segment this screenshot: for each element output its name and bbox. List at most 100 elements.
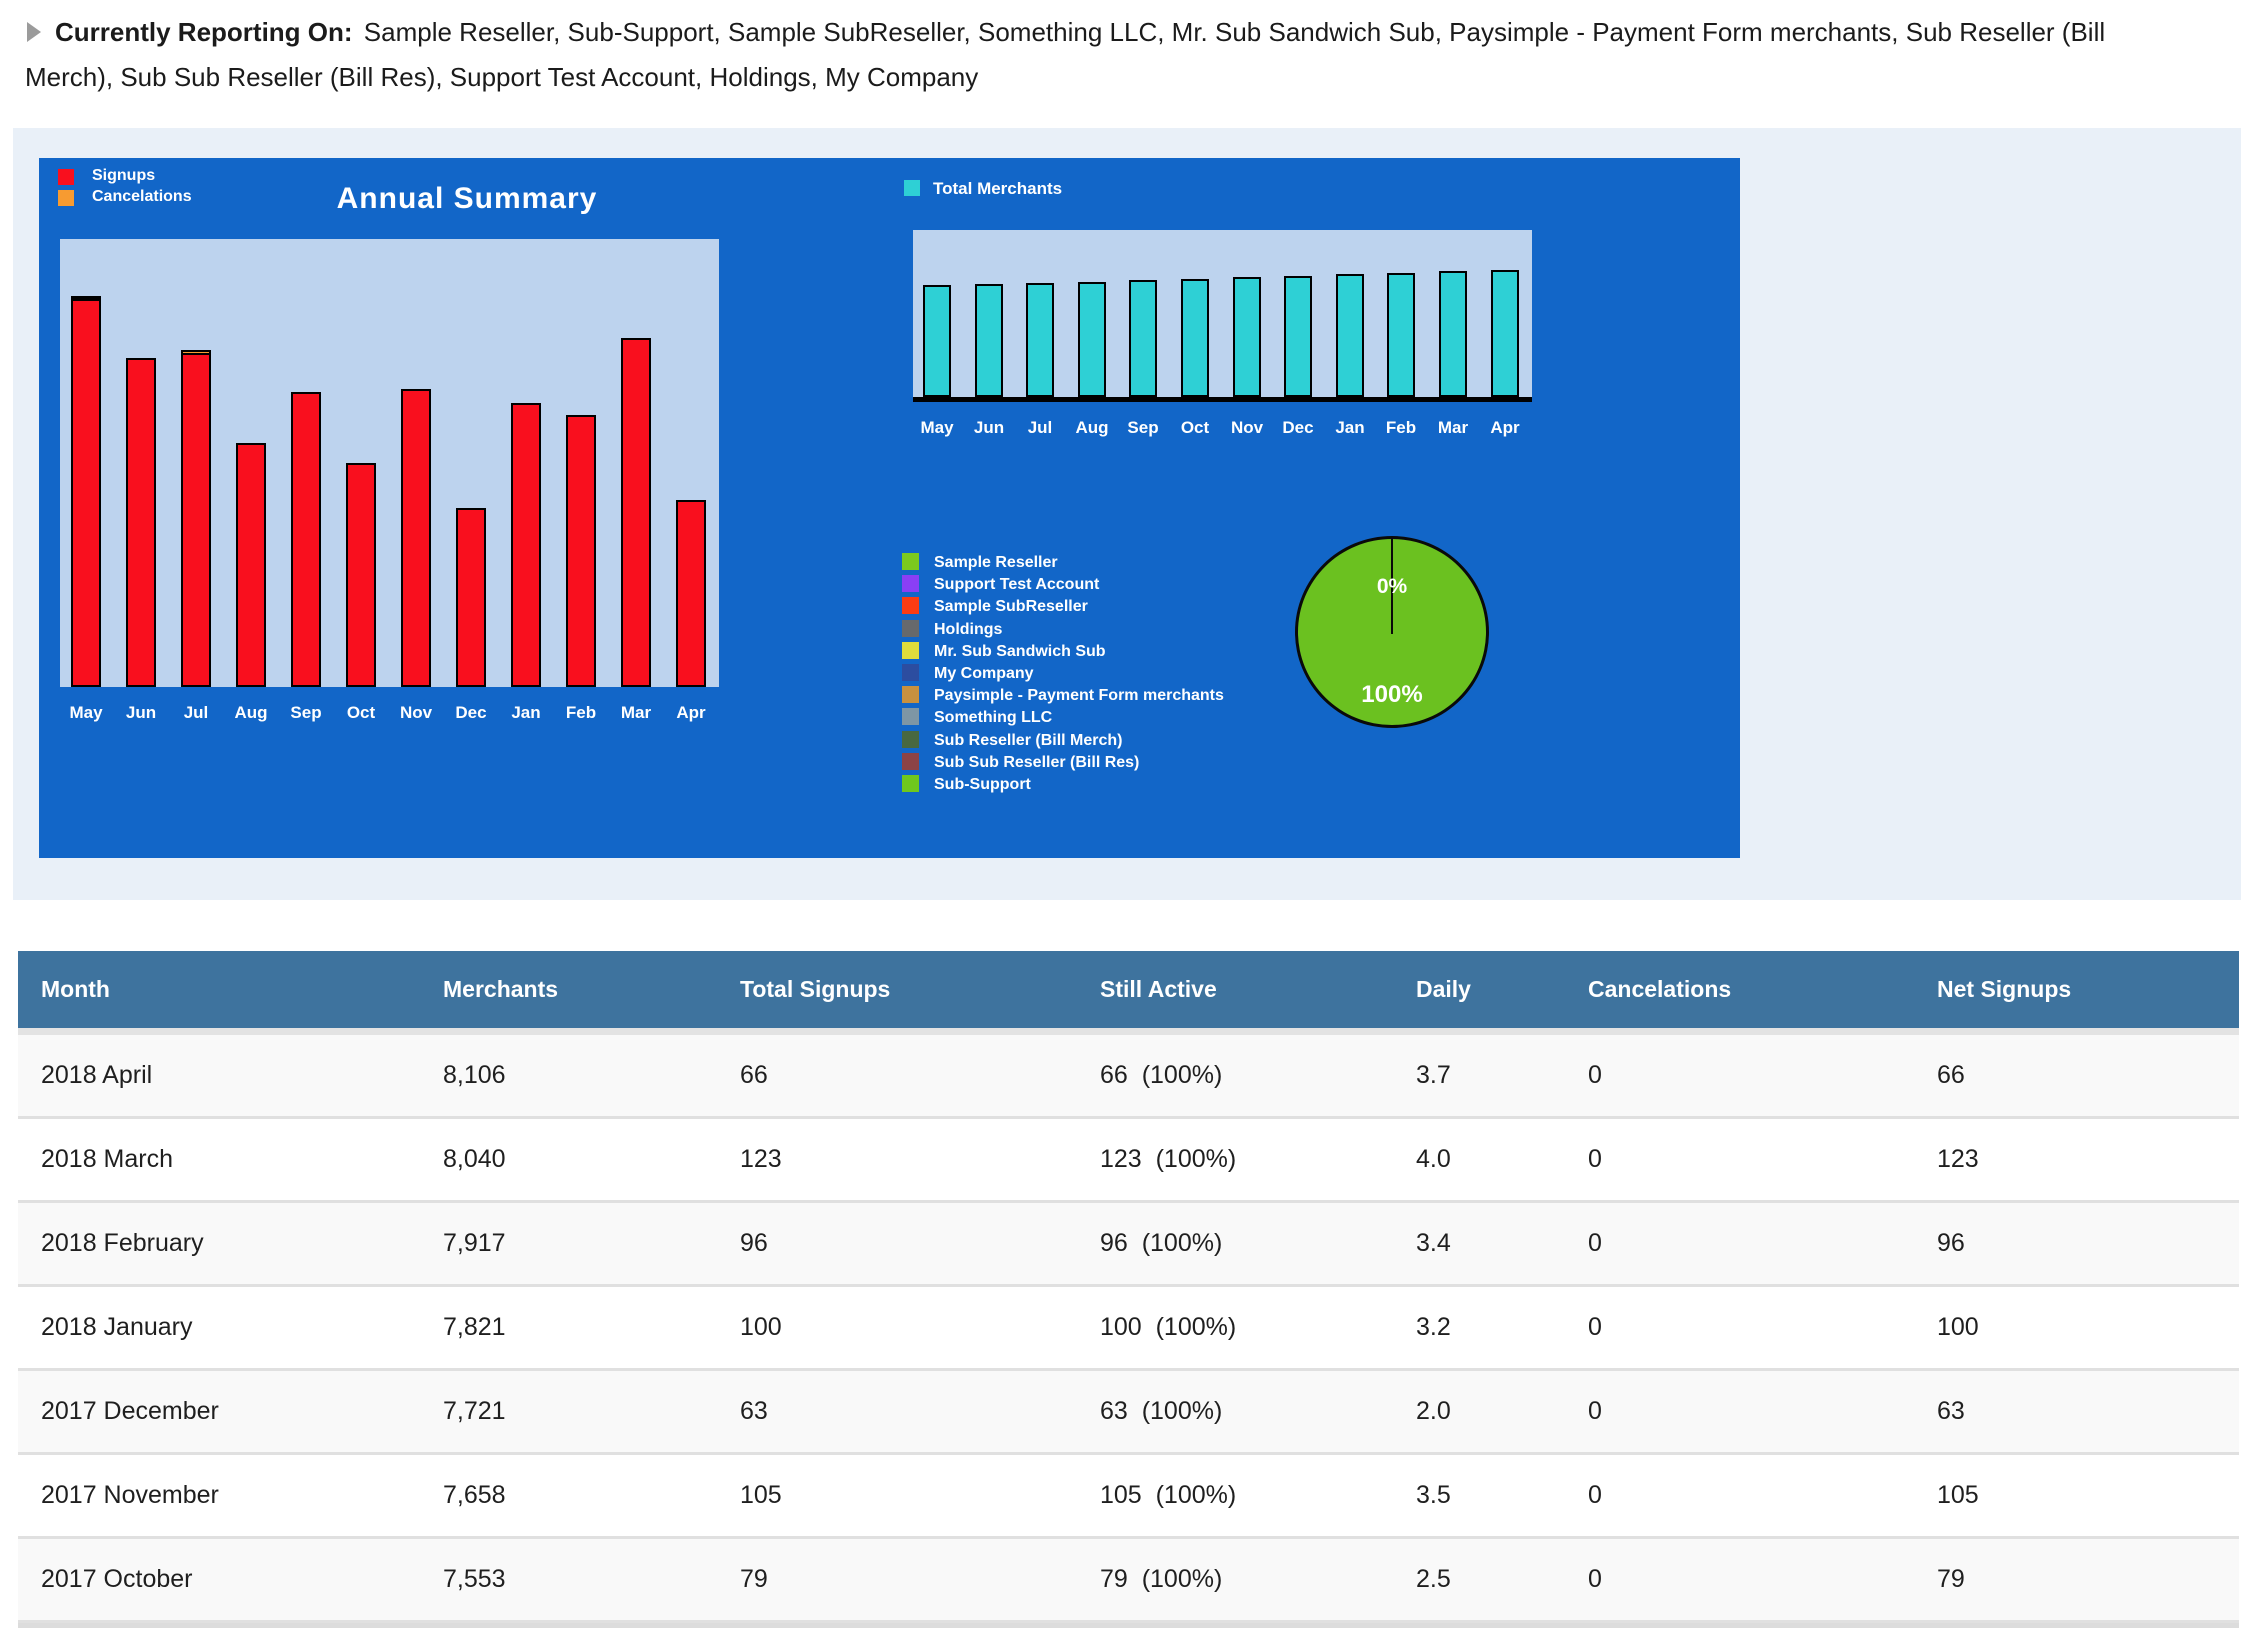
total-merchants-legend-swatch [904,180,920,196]
legend-item-label: Sample Reseller [934,554,1058,571]
merchants-bar-nov [1233,277,1261,397]
cell-total-signups: 66 [740,1061,768,1089]
table-row-2017-december: 2017 December 7,721 63 63 (100%) 2.0 0 63 [18,1371,2239,1455]
legend-color-swatch [902,730,919,748]
merchants-bar-jul [1026,283,1054,397]
cell-month: 2018 April [41,1061,153,1089]
table-row-2018-january: 2018 January 7,821 100 100 (100%) 3.2 0 100 [18,1287,2239,1371]
cell-daily: 4.0 [1416,1145,1451,1173]
legend-item-label: Sub-Support [934,775,1031,793]
legend-color-swatch [902,752,919,770]
month-label-feb: Feb [565,703,597,722]
cell-total-signups: 100 [740,1313,782,1341]
table-row-2018-february: 2018 February 7,917 96 96 (100%) 3.4 0 96 [18,1203,2239,1287]
legend-item: Sub Sub Reseller (Bill Res) [902,752,1224,775]
cell-cancelations: 0 [1588,1061,1602,1089]
cell-daily: 3.7 [1416,1061,1451,1089]
table-header-divider [18,1028,2239,1035]
table-row-2018-april: 2018 April 8,106 66 66 (100%) 3.7 0 66 [18,1035,2239,1119]
cancelations-cap-jul [181,350,211,355]
month-label-jan: Jan [1335,418,1365,437]
table-row-2017-november: 2017 November 7,658 105 105 (100%) 3.5 0 105 [18,1455,2239,1539]
table-header-row: Month Merchants Total Signups Still Active D… [18,951,2239,1028]
signups-bar-dec [456,508,486,687]
cell-total-signups: 123 [740,1145,782,1173]
cell-cancelations: 0 [1588,1565,1602,1593]
cell-total-signups: 79 [740,1565,768,1593]
cancelations-legend-swatch [58,190,74,206]
total-merchants-panel: Total Merchants May Jun Jul Aug Sep Oct Nov Dec… [895,158,1740,858]
month-label-apr: Apr [1490,418,1520,437]
cell-daily: 2.5 [1416,1565,1451,1593]
merchants-bar-mar [1439,271,1467,397]
legend-item-label: My Company [934,664,1034,682]
cell-cancelations: 0 [1588,1397,1602,1425]
month-label-apr: Apr [676,703,706,722]
cell-merchants: 7,917 [443,1229,506,1257]
cell-merchants: 7,821 [443,1313,506,1341]
merchants-bar-aug [1078,282,1106,397]
cell-month: 2018 March [41,1145,174,1173]
reporting-label: Currently Reporting On: [55,17,353,47]
reporting-entities: Sample Reseller, Sub-Support, Sample Sub… [25,17,2106,92]
legend-item-label: Support Test Account [934,576,1100,594]
legend-color-swatch [902,774,919,792]
total-merchants-chart [913,230,1532,402]
cell-month: 2017 November [41,1481,219,1509]
month-label-nov: Nov [399,703,433,722]
annual-summary-panel: Signups Cancelations Annual Summary May J… [39,158,895,858]
cell-month: 2018 January [41,1313,193,1341]
cell-still-active: 79 (100%) [1100,1565,1223,1593]
legend-item-label: Sample SubReseller [934,598,1088,616]
month-label-jul: Jul [183,703,209,722]
legend-item: Sample SubReseller [902,597,1224,619]
cell-still-active: 100 (100%) [1100,1313,1237,1341]
legend-item: My Company [902,663,1224,686]
merchants-bar-apr [1491,270,1519,397]
merchants-bar-sep [1129,280,1157,397]
cell-net-signups: 123 [1937,1145,1979,1173]
reseller-legend: Sample Reseller Support Test Account Sampl… [902,553,1224,797]
cell-merchants: 7,553 [443,1565,506,1593]
month-label-sep: Sep [290,703,322,722]
column-header-still-active: Still Active [1100,976,1217,1002]
legend-item-label: Paysimple - Payment Form merchants [934,687,1224,705]
month-label-jun: Jun [973,418,1005,437]
cell-cancelations: 0 [1588,1145,1602,1173]
cell-month: 2017 December [41,1397,219,1425]
legend-item-label: Sub Sub Reseller (Bill Res) [934,753,1140,771]
pie-hundred-percent-label: 100% [1361,681,1423,708]
cancelations-legend-label: Cancelations [92,188,192,205]
month-label-oct: Oct [346,703,376,722]
legend-item: Sub Reseller (Bill Merch) [902,730,1224,753]
signups-legend-swatch [58,169,74,185]
cell-month: 2017 October [41,1565,193,1593]
month-label-jun: Jun [125,703,157,722]
column-header-daily: Daily [1416,976,1471,1002]
column-header-month: Month [41,976,110,1002]
merchants-bar-jun [975,284,1003,397]
cell-still-active: 63 (100%) [1100,1397,1223,1425]
cell-merchants: 7,721 [443,1397,506,1425]
reseller-pie-chart: 0% 100% [1295,536,1489,728]
month-label-nov: Nov [1230,418,1264,437]
merchants-bar-dec [1284,276,1312,397]
month-label-mar: Mar [620,703,652,722]
cell-net-signups: 105 [1937,1481,1979,1509]
legend-item-label: Holdings [934,620,1003,638]
column-header-cancelations: Cancelations [1588,976,1732,1002]
cell-net-signups: 63 [1937,1397,1965,1425]
monthly-summary-table: Month Merchants Total Signups Still Active D… [18,951,2239,1628]
expander-triangle-icon[interactable] [27,22,41,42]
signups-bar-sep [291,392,321,687]
cell-net-signups: 100 [1937,1313,1979,1341]
signups-bar-oct [346,463,376,687]
signups-bar-feb [566,415,596,687]
cell-total-signups: 96 [740,1229,768,1257]
signups-bar-jan [511,403,541,687]
legend-item-label: Sub Reseller (Bill Merch) [934,731,1123,749]
merchants-bar-jan [1336,274,1364,397]
legend-color-swatch [902,619,919,637]
month-label-feb: Feb [1385,418,1417,437]
cell-daily: 2.0 [1416,1397,1451,1425]
